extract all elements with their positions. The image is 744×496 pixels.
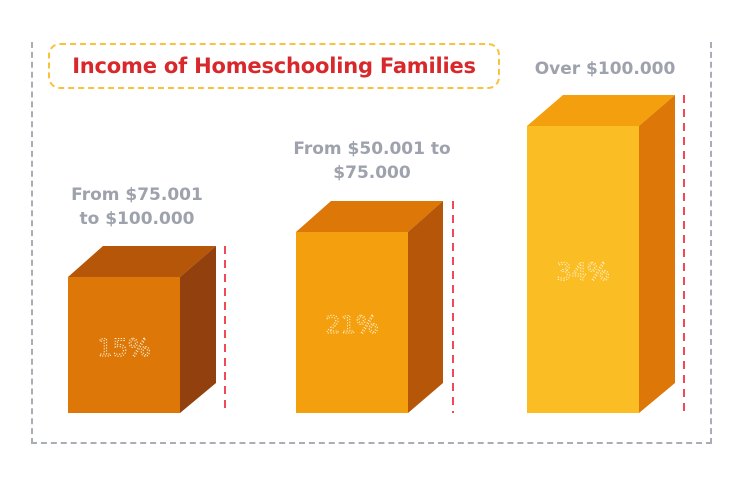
bar-1-value: 15% [97,334,150,362]
category-label-3: Over $100.000 [515,57,695,81]
bar-3-value: 34% [556,258,609,286]
category-label-3-line1: Over $100.000 [534,59,676,79]
category-label-1-line1: From $75.001 [71,185,203,205]
category-label-1-line2: to $100.000 [79,209,195,229]
category-label-1: From $75.001 to $100.000 [52,183,222,231]
bar-2-front [296,232,408,413]
bar-2-side [408,201,443,413]
bar-3-side [639,95,675,413]
bar-2-top [296,201,443,232]
bar-2: 21% [296,201,454,413]
chart-frame [31,42,712,444]
chart-title-box: Income of Homeschooling Families [48,43,500,89]
bar-3-front [527,126,639,413]
chart-title: Income of Homeschooling Families [72,54,476,78]
category-label-2: From $50.001 to $75.000 [282,137,462,185]
category-label-2-line1: From $50.001 to [293,139,451,159]
bar-2-value: 21% [325,311,378,339]
bar-1-top [68,246,216,277]
category-label-2-line2: $75.000 [333,163,411,183]
bar-1: 15% [68,246,226,413]
bar-3: 34% [527,95,685,413]
bar-1-front [68,277,180,413]
bar-3-top [527,95,675,126]
bar-1-side [180,246,216,413]
